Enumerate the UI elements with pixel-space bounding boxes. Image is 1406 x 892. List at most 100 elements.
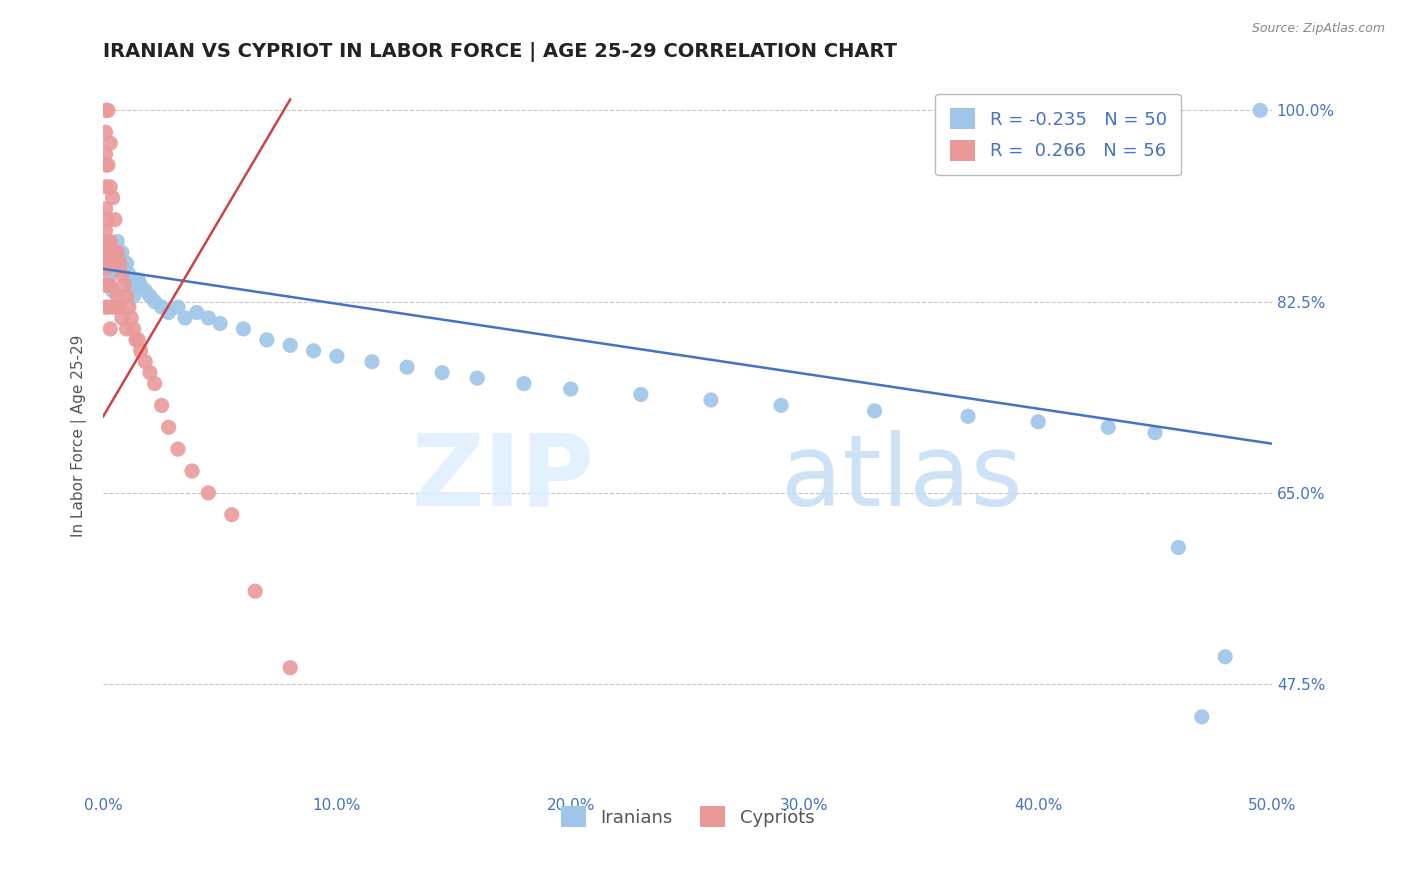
Point (112, 278, 135, 293)
Text: ZIP: ZIP (411, 430, 595, 527)
Legend: Iranians, Cypriots: Iranians, Cypriots (554, 799, 821, 834)
Point (108, 256, 131, 270)
Point (94, 245, 117, 260)
Point (143, 376, 166, 391)
Point (94, 158, 117, 172)
Point (94, 278, 117, 293)
Point (105, 235, 128, 249)
Point (1249, 103, 1271, 118)
Point (186, 305, 208, 319)
Point (118, 267, 141, 281)
Point (302, 343, 325, 358)
Point (209, 317, 232, 331)
Point (127, 273, 149, 287)
Point (167, 300, 190, 314)
Point (157, 305, 180, 319)
Point (232, 322, 254, 336)
Point (278, 661, 301, 675)
Point (97, 235, 120, 249)
Text: Source: ZipAtlas.com: Source: ZipAtlas.com (1251, 22, 1385, 36)
Point (560, 382, 582, 396)
Point (326, 349, 349, 363)
Point (120, 278, 142, 293)
Point (396, 360, 419, 375)
Point (122, 289, 145, 303)
Point (125, 333, 148, 347)
Point (1191, 710, 1213, 724)
Point (465, 371, 488, 385)
Point (122, 322, 145, 336)
Point (112, 261, 135, 276)
Point (94, 235, 117, 249)
Point (430, 366, 453, 380)
Point (98, 136, 121, 150)
Point (700, 392, 723, 407)
Text: IRANIAN VS CYPRIOT IN LABOR FORCE | AGE 25-29 CORRELATION CHART: IRANIAN VS CYPRIOT IN LABOR FORCE | AGE … (103, 42, 897, 62)
Point (94, 278, 117, 293)
Point (108, 300, 131, 314)
Point (150, 300, 173, 314)
Point (139, 366, 162, 380)
Point (101, 191, 124, 205)
Point (1213, 649, 1236, 664)
Point (513, 376, 536, 391)
Point (94, 125, 117, 139)
Point (134, 284, 156, 298)
Point (120, 311, 142, 326)
Point (167, 442, 190, 457)
Point (256, 333, 278, 347)
Point (97, 245, 120, 260)
Point (94, 223, 117, 237)
Point (115, 256, 138, 270)
Point (104, 212, 127, 227)
Point (104, 261, 127, 276)
Point (278, 338, 301, 352)
Point (98, 322, 121, 336)
Point (104, 256, 127, 270)
Point (111, 245, 134, 260)
Point (863, 404, 886, 418)
Point (134, 355, 156, 369)
Point (104, 300, 127, 314)
Point (127, 333, 149, 347)
Point (97, 278, 120, 293)
Point (97, 212, 120, 227)
Point (1097, 420, 1119, 434)
Point (105, 289, 128, 303)
Point (129, 343, 152, 358)
Point (94, 202, 117, 216)
Point (115, 322, 138, 336)
Point (1167, 541, 1189, 555)
Point (174, 311, 197, 326)
Point (139, 289, 162, 303)
Point (97, 256, 120, 270)
Point (94, 179, 117, 194)
Point (115, 289, 138, 303)
Text: atlas: atlas (782, 430, 1022, 527)
Point (770, 399, 793, 413)
Point (98, 256, 121, 270)
Point (181, 464, 204, 478)
Point (97, 300, 120, 314)
Point (197, 486, 219, 500)
Point (94, 256, 117, 270)
Point (1144, 425, 1167, 440)
Point (101, 300, 124, 314)
Point (108, 251, 131, 265)
Point (150, 399, 173, 413)
Point (243, 584, 266, 599)
Y-axis label: In Labor Force | Age 25-29: In Labor Force | Age 25-29 (72, 334, 87, 537)
Point (957, 409, 980, 424)
Point (221, 508, 243, 522)
Point (101, 284, 124, 298)
Point (197, 311, 219, 326)
Point (105, 245, 128, 260)
Point (98, 278, 121, 293)
Point (101, 245, 124, 260)
Point (98, 235, 121, 249)
Point (129, 278, 152, 293)
Point (118, 300, 141, 314)
Point (361, 355, 384, 369)
Point (94, 300, 117, 314)
Point (1026, 415, 1049, 429)
